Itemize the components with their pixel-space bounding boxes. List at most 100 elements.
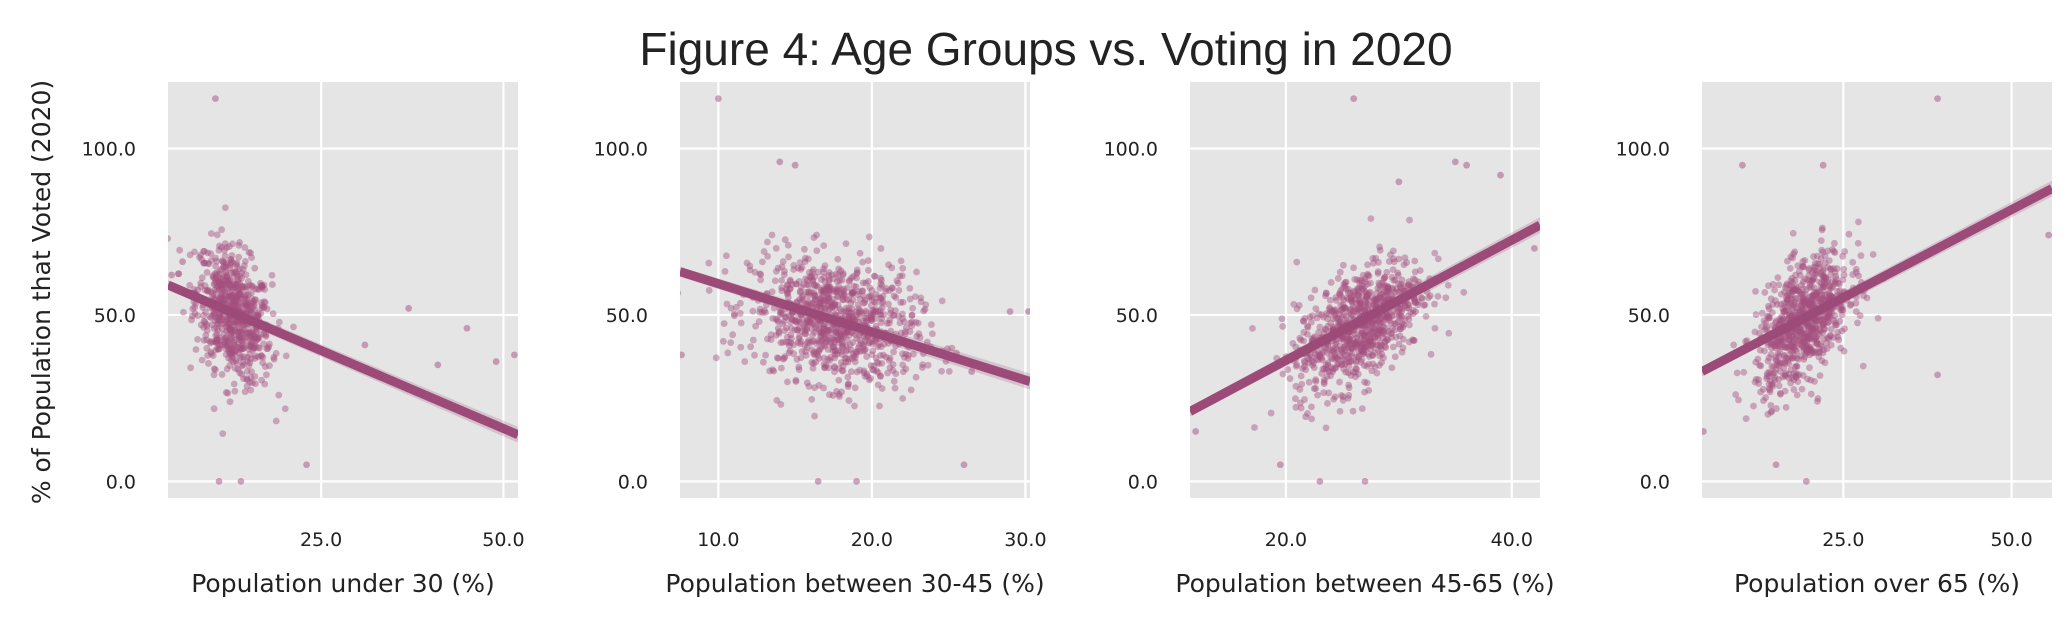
data-point [834,286,841,293]
data-point [1376,243,1383,251]
data-point [245,248,253,256]
data-point [825,272,833,280]
data-point [801,258,809,266]
data-point [784,281,792,289]
data-point [831,364,838,372]
data-point [825,306,833,314]
data-point [201,282,209,290]
data-point [1789,347,1797,355]
data-point [874,360,882,368]
data-point [1827,265,1835,273]
data-point [243,329,251,337]
data-point [826,357,834,365]
data-point [839,362,847,370]
data-point [204,287,211,295]
data-point [823,327,830,334]
data-point [1322,290,1330,297]
data-point [1833,265,1841,272]
data-point [836,339,844,347]
data-point [1764,341,1772,349]
data-point [759,309,766,316]
data-point [1355,284,1363,292]
data-point [1353,291,1361,299]
data-point [219,430,227,438]
data-point [1768,381,1776,389]
data-point [232,347,240,355]
data-point [230,318,238,326]
data-point [834,329,842,337]
data-point [1367,345,1375,353]
data-point [221,274,229,282]
data-point [960,461,968,469]
data-point [1368,318,1376,326]
data-point [834,336,842,343]
data-point [219,295,227,302]
data-point [1331,393,1339,401]
data-point [820,273,828,281]
data-point [249,328,256,336]
data-point [1811,259,1819,267]
data-point [1354,370,1362,378]
data-point [845,296,853,303]
data-point [1805,301,1813,309]
data-point [1790,287,1797,295]
data-point [834,287,842,295]
data-point [1377,327,1385,335]
data-point [1318,370,1326,377]
data-point [1327,319,1335,327]
data-point [1367,279,1374,287]
data-point [1292,362,1300,370]
data-point [1772,353,1780,361]
data-point [1807,376,1815,384]
data-point [793,356,801,363]
data-point [1385,258,1393,265]
data-point [226,289,234,297]
data-point [1821,252,1829,260]
data-point [817,328,825,336]
data-point [837,333,845,340]
data-point [235,336,243,343]
data-point [837,286,845,294]
data-point [238,345,246,353]
data-point [1798,281,1806,289]
data-point [1300,357,1308,365]
data-point [1817,340,1824,348]
data-point [1830,334,1838,341]
data-point [815,339,823,346]
data-point [1755,376,1763,384]
data-point [1372,254,1380,262]
data-point [757,276,765,284]
data-point [806,318,814,326]
data-point [1311,286,1319,294]
data-point [248,282,256,290]
data-point [1777,338,1785,345]
data-point [1349,303,1357,311]
data-point [1347,333,1354,340]
data-point [1791,276,1799,284]
data-point [1809,347,1817,355]
data-point [1322,365,1330,372]
data-point [1794,331,1801,339]
data-point [1809,320,1817,328]
data-point [1777,300,1785,308]
data-point [1801,331,1809,339]
data-point [1773,338,1781,345]
data-point [1815,345,1823,352]
data-point [226,295,234,302]
data-point [882,353,890,361]
data-point [914,319,922,327]
data-point [1819,316,1826,324]
data-point [231,299,239,307]
data-point [1807,298,1815,306]
data-point [1787,366,1795,374]
data-point [853,348,860,356]
data-point [1403,304,1411,312]
data-point [851,384,859,392]
data-point [1777,334,1785,342]
data-point [1340,296,1347,304]
data-point [241,294,249,302]
data-point [1765,305,1773,313]
data-point [1778,341,1786,349]
data-point [1382,288,1390,295]
data-point [225,278,232,286]
